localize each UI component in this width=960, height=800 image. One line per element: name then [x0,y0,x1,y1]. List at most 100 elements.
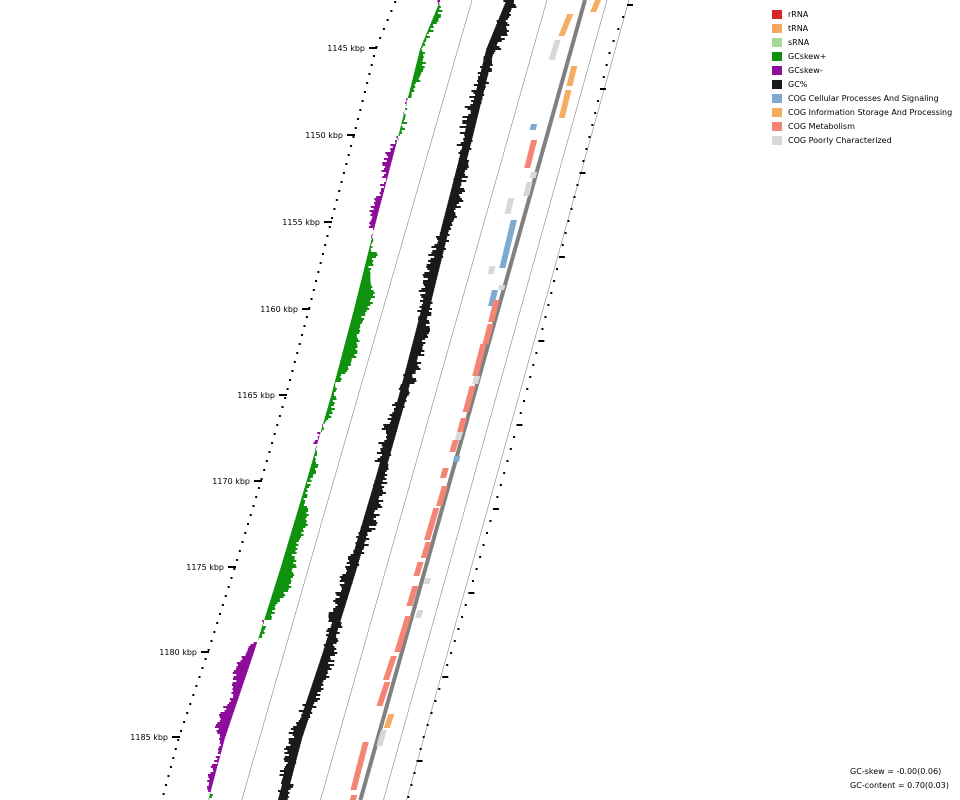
gc-content [455,172,465,174]
gc-skew-pos [273,590,289,592]
gc-content [283,758,297,760]
gc-content [380,456,390,458]
gc-content [362,522,378,524]
legend-swatch [772,108,782,117]
gc-content [455,170,466,172]
gc-skew-pos [331,394,334,396]
gc-skew-neg [370,214,378,216]
gc-skew-pos [298,506,307,508]
gc-skew-pos [354,306,368,308]
gc-skew-pos [310,466,318,468]
gc-skew-neg [385,166,391,168]
gc-skew-neg [372,216,378,218]
gc-skew-neg [390,144,397,146]
gc-skew-pos [346,338,358,340]
gc-content [450,192,462,194]
gc-content [353,552,365,554]
legend-label: rRNA [788,10,809,19]
gc-content [399,394,409,396]
gc-skew-pos [366,258,372,260]
backbone [358,0,587,800]
gc-content [473,84,486,86]
gc-skew-pos [406,104,407,106]
gc-skew-pos [307,476,313,478]
gc-skew-neg [262,620,264,622]
gc-skew-neg [211,764,218,766]
track-line [383,0,608,800]
gc-content [371,490,384,492]
gc-skew-neg [210,766,218,768]
gene [558,90,572,118]
gc-content [503,0,514,2]
gc-skew-pos [425,36,430,38]
gc-content [302,704,314,706]
gc-content [376,472,386,474]
gc-content [335,602,347,604]
gc-skew-neg [386,178,388,180]
gc-content [483,56,493,58]
gc-skew-pos [266,612,275,614]
gc-skew-neg [437,2,440,4]
gc-skew-pos [272,594,286,596]
legend-label: COG Poorly Characterized [788,136,892,145]
gc-skew-pos [277,576,293,578]
gc-content [397,398,406,400]
gc-content [327,636,337,638]
gc-content [281,782,291,784]
gc-skew-neg [219,742,224,744]
gc-content [406,364,418,366]
gc-skew-pos [263,622,265,624]
gc-skew-pos [401,124,402,126]
gc-skew-pos [261,628,265,630]
gc-content [315,672,328,674]
gc-content [496,24,510,26]
gc-skew-neg [232,678,245,680]
gc-content [355,544,369,546]
gc-content [309,692,318,694]
gc-content [418,290,434,292]
gc-skew-pos [351,316,362,318]
gc-skew-pos [430,22,437,24]
gc-skew-pos [331,392,335,394]
gc-content [485,50,496,52]
gc-content [434,256,444,258]
gc-content [339,580,353,582]
gc-content [350,554,361,556]
gc-skew-pos [326,410,332,412]
gc-content [287,762,297,764]
gc-content [371,492,386,494]
gc-content [347,558,360,560]
gc-skew-neg [208,776,215,778]
gc-skew-pos [301,496,308,498]
gc-content [400,390,409,392]
gc-content [370,494,383,496]
gc-skew-neg [224,710,235,712]
gc-content [489,40,502,42]
gc-content [407,360,417,362]
gc-content [322,652,338,654]
gc-content [389,422,400,424]
gc-content [484,54,493,56]
gc-skew-neg [380,194,383,196]
gc-content [438,240,449,242]
legend-label: GC% [788,80,808,89]
track-line [320,0,548,800]
gc-content [434,244,446,246]
gc-content [402,380,417,382]
gc-content [387,418,401,420]
gc-content [311,686,322,688]
gc-skew-neg [371,218,377,220]
gc-skew-neg [390,150,395,152]
gc-content [425,286,435,288]
gc-skew-pos [294,520,307,522]
gc-skew-pos [271,596,284,598]
gc-skew-pos [419,52,426,54]
gc-content [281,786,293,788]
gc-content [492,34,508,36]
gc-content [326,630,338,632]
gc-skew-neg [405,102,407,104]
gc-skew-pos [322,426,324,428]
gc-content [442,224,453,226]
gc-skew-pos [301,498,304,500]
gc-skew-pos [426,32,429,34]
